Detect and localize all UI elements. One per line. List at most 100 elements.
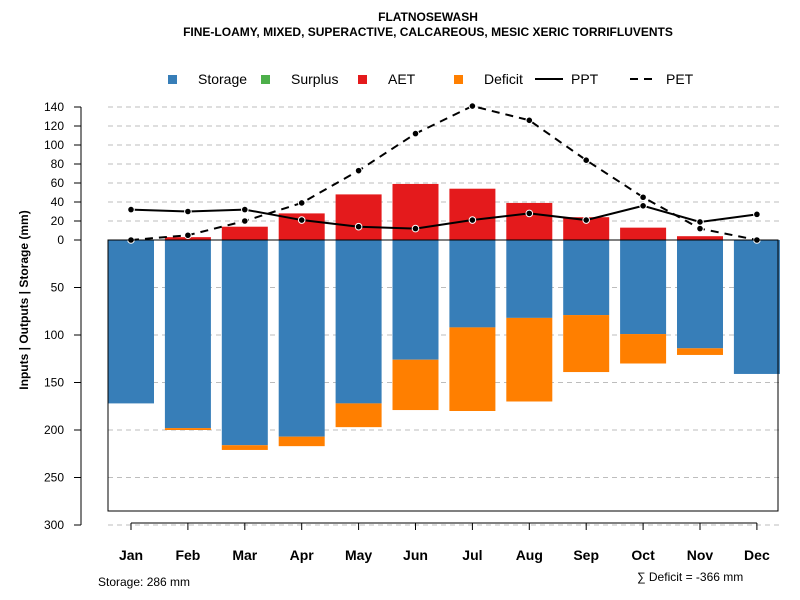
x-tick-label: Dec	[744, 547, 770, 563]
storage-bar	[677, 240, 723, 349]
x-tick-label: Nov	[687, 547, 714, 563]
x-tick-label: Jan	[119, 547, 143, 563]
legend-item-ppt: PPT	[535, 71, 599, 87]
deficit-bar	[335, 403, 382, 428]
axes: 0 20 40 60 80 100 120 140 50 100 150 200 250 300 Jan Fe…	[44, 100, 779, 563]
y-tick-label: 200	[44, 423, 64, 437]
ppt-point	[241, 205, 249, 214]
legend-label: AET	[388, 71, 416, 87]
storage-footnote: Storage: 286 mm	[98, 575, 191, 589]
ppt-point	[411, 224, 420, 233]
storage-bar	[449, 240, 496, 328]
ppt-point	[753, 210, 761, 219]
deficit-bar	[563, 315, 610, 373]
legend-item-surplus: Surplus	[261, 71, 338, 87]
legend-item-storage: Storage	[168, 71, 247, 87]
y-tick-label: 140	[44, 100, 64, 114]
deficit-bar	[392, 359, 439, 411]
x-tick-label: May	[345, 547, 372, 563]
x-tick-label: Aug	[516, 547, 543, 563]
aet-bar	[677, 236, 723, 240]
pet-point	[525, 116, 534, 125]
aet-bar	[563, 217, 610, 240]
pet-point	[241, 217, 249, 225]
y-tick-label: 250	[44, 471, 64, 485]
gridlines	[108, 106, 780, 526]
storage-bar	[563, 240, 610, 316]
ppt-point	[696, 218, 704, 226]
chart-subtitle: FINE-LOAMY, MIXED, SUPERACTIVE, CALCAREO…	[183, 25, 673, 39]
pet-point	[184, 231, 192, 240]
series-lines	[127, 102, 761, 244]
y-tick-label: 150	[44, 376, 64, 390]
storage-bar	[620, 240, 667, 335]
x-tick-label: Sep	[573, 547, 599, 563]
x-tick-label: Jul	[462, 547, 482, 563]
pet-point	[411, 129, 420, 138]
aet-bar	[335, 194, 382, 240]
pet-line	[130, 104, 758, 241]
deficit-bar	[506, 317, 553, 402]
bars	[108, 183, 780, 450]
pet-point	[639, 193, 647, 202]
legend-item-aet: AET	[358, 71, 416, 87]
deficit-bar	[449, 327, 496, 411]
y-tick-label: 40	[51, 195, 65, 209]
ppt-point	[127, 205, 135, 214]
legend-label: PPT	[571, 71, 599, 87]
pet-point	[582, 156, 591, 164]
deficit-footnote: ∑ Deficit = -366 mm	[637, 570, 744, 584]
storage-bar	[392, 240, 439, 360]
legend-item-pet: PET	[630, 71, 694, 87]
pet-point	[354, 166, 363, 175]
legend-swatch	[168, 75, 177, 84]
aet-bar	[221, 226, 268, 240]
ppt-point	[582, 216, 591, 224]
aet-bar	[506, 202, 553, 240]
deficit-bar	[620, 334, 667, 364]
x-tick-label: Mar	[232, 547, 257, 563]
ppt-point	[525, 209, 534, 218]
y-tick-label: 100	[44, 138, 64, 152]
x-tick-label: Oct	[631, 547, 655, 563]
y-tick-label: 300	[44, 518, 64, 532]
legend-swatch	[454, 75, 463, 84]
storage-bar	[221, 240, 268, 446]
deficit-bar	[221, 445, 268, 450]
ppt-point	[468, 216, 477, 224]
storage-bar	[108, 240, 154, 404]
legend-swatch	[261, 75, 270, 84]
y-tick-label: 100	[44, 328, 64, 342]
ppt-point	[297, 216, 306, 224]
legend: Storage Surplus AET Deficit PPT PET	[168, 71, 694, 87]
y-tick-label: 50	[51, 281, 65, 295]
storage-bar	[335, 240, 382, 404]
aet-bar	[449, 188, 496, 240]
y-tick-label: 60	[51, 176, 65, 190]
y-tick-label: 80	[51, 157, 65, 171]
ppt-line	[130, 204, 758, 230]
legend-label: PET	[666, 71, 694, 87]
y-tick-label: 120	[44, 119, 64, 133]
storage-bar	[164, 240, 211, 429]
storage-bar	[733, 240, 780, 374]
deficit-bar	[278, 436, 325, 447]
x-tick-label: Feb	[175, 547, 200, 563]
x-tick-label: Jun	[403, 547, 428, 563]
legend-label: Deficit	[484, 71, 523, 87]
ppt-point	[184, 207, 192, 216]
aet-bar	[620, 227, 667, 240]
y-tick-label: 20	[51, 214, 65, 228]
pet-point	[297, 199, 306, 207]
deficit-bar	[164, 428, 211, 430]
legend-label: Storage	[198, 71, 247, 87]
y-axis-label: Inputs | Outputs | Storage (mm)	[17, 210, 31, 389]
storage-bar	[278, 240, 325, 437]
pet-point	[468, 102, 477, 110]
ppt-point	[354, 222, 363, 231]
ppt-point	[639, 202, 647, 210]
deficit-bar	[677, 348, 723, 355]
pet-point	[696, 224, 704, 233]
legend-swatch	[358, 75, 367, 84]
